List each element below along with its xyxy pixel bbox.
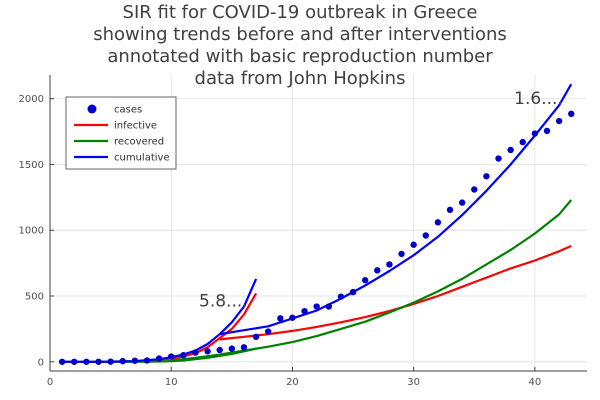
cases-point: [107, 358, 114, 365]
y-tick-label: 500: [25, 292, 44, 303]
legend-label-cumulative: cumulative: [114, 153, 170, 164]
y-tick-label: 1500: [19, 160, 44, 171]
cases-point: [495, 155, 502, 162]
x-tick-label: 10: [165, 377, 178, 388]
cases-point: [374, 267, 381, 274]
cases-point: [240, 344, 248, 351]
cases-point: [168, 353, 175, 360]
chart-title: SIR fit for COVID-19 outbreak in Greece …: [93, 2, 507, 89]
y-tick-label: 1000: [19, 226, 44, 237]
cases-point: [313, 303, 320, 310]
legend-label-recovered: recovered: [114, 137, 164, 148]
cases-point: [252, 333, 260, 340]
cases-point: [83, 358, 90, 365]
annotations: 5.8.... 1.6....: [199, 89, 563, 312]
x-tick-label: 20: [286, 377, 299, 388]
cases-point: [507, 146, 514, 154]
cumulative-line-segment-1: [62, 278, 258, 363]
cumulative-line-segment-2: [219, 83, 573, 336]
cases-point: [131, 357, 139, 364]
cases-point: [531, 130, 539, 137]
x-tick-label: 0: [47, 377, 53, 388]
legend-label-cases: cases: [114, 105, 142, 116]
annotation-r0: 5.8....: [199, 292, 248, 312]
cases-point: [277, 315, 284, 322]
cases-point: [458, 199, 466, 206]
cases-point: [204, 348, 211, 355]
legend-marker-cases: [87, 104, 97, 114]
legend: cases infective recovered cumulative: [65, 96, 177, 170]
chart-title-line-3: annotated with basic reproduction number: [107, 46, 493, 67]
cases-point: [410, 241, 417, 248]
cases-point: [361, 277, 369, 284]
cases-point: [155, 355, 163, 362]
series-layer: [58, 83, 575, 365]
cases-point: [337, 293, 345, 300]
cases-point: [386, 261, 393, 268]
cases-point: [289, 314, 296, 321]
cases-point: [471, 186, 478, 193]
annotation-r0: 1.6....: [514, 89, 563, 109]
cases-point: [264, 328, 272, 335]
chart-title-line-1: SIR fit for COVID-19 outbreak in Greece: [123, 2, 478, 23]
cases-point: [543, 127, 551, 135]
cases-point: [301, 307, 308, 315]
cases-point: [192, 349, 199, 356]
recovered-line-segment-2: [171, 199, 573, 362]
cases-point: [483, 173, 490, 180]
cases-point: [568, 110, 575, 118]
cases-point: [95, 358, 102, 365]
cases-point: [519, 138, 526, 146]
cases-point: [422, 232, 429, 239]
cases-point: [325, 303, 333, 310]
cases-point: [216, 346, 223, 354]
chart-title-line-4: data from John Hopkins: [195, 68, 406, 89]
cases-point: [71, 358, 78, 365]
x-tick-label: 40: [529, 377, 542, 388]
x-tick-label: 30: [407, 377, 420, 388]
y-tick-label: 2000: [19, 94, 44, 105]
cases-point: [434, 219, 442, 226]
cases-point: [58, 358, 66, 365]
y-tick-label: 0: [38, 357, 44, 368]
cases-point: [180, 352, 187, 359]
axes: 0 10 20 30 40 0 500 1000 1500 2000: [19, 75, 587, 388]
cases-point: [143, 357, 151, 364]
legend-label-infective: infective: [114, 121, 157, 132]
cases-point: [119, 357, 126, 365]
cases-point: [228, 345, 236, 352]
chart-title-line-2: showing trends before and after interven…: [93, 24, 507, 45]
cases-point: [349, 288, 357, 296]
cases-point: [398, 250, 405, 258]
cases-point: [446, 206, 454, 214]
cases-point: [555, 117, 563, 125]
